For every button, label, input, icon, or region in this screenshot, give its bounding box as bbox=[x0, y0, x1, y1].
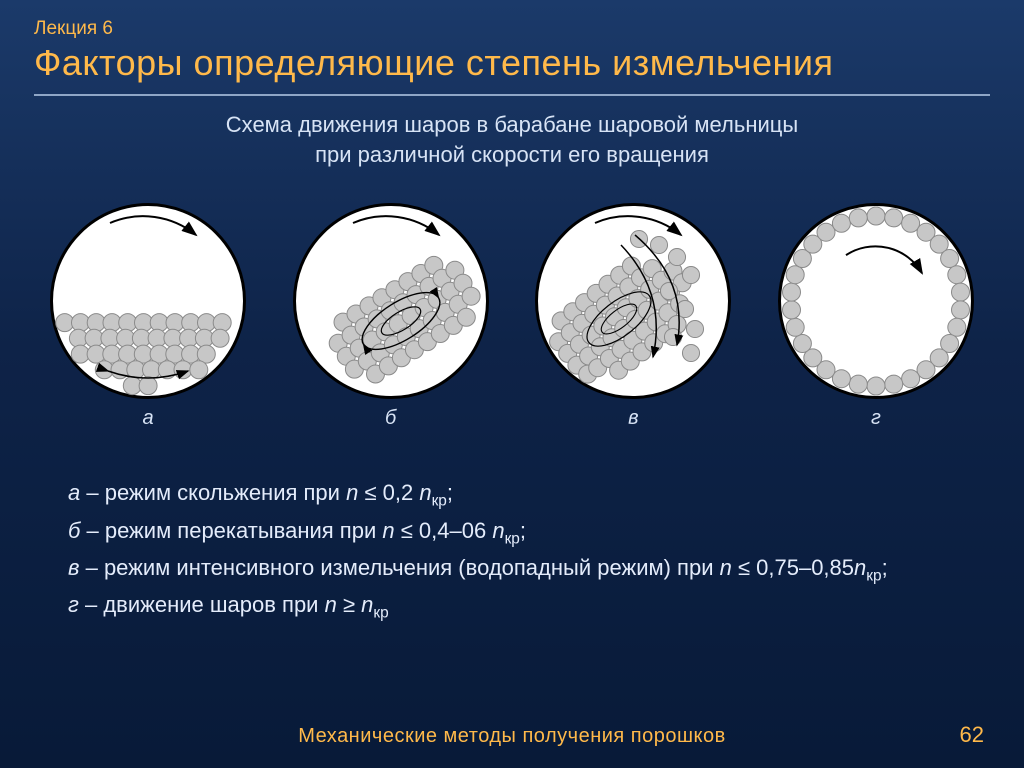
footer-text: Механические методы получения порошков bbox=[0, 725, 1024, 748]
diagram-g: г bbox=[778, 203, 974, 430]
legend-row: б – режим перекатывания при n ≤ 0,4–06 n… bbox=[68, 514, 956, 551]
diagram-v: в bbox=[535, 203, 731, 430]
legend-row: а – режим скольжения при n ≤ 0,2 nкр; bbox=[68, 476, 956, 513]
lecture-label: Лекция 6 bbox=[34, 18, 990, 40]
diagram-b: б bbox=[293, 203, 489, 430]
subtitle: Схема движения шаров в барабане шаровой … bbox=[60, 110, 964, 169]
diagram-caption: б bbox=[385, 407, 396, 430]
diagram-row: а б в г bbox=[50, 203, 974, 430]
page-title: Факторы определяющие степень измельчения bbox=[34, 42, 990, 84]
page-number: 62 bbox=[960, 722, 984, 748]
subtitle-line2: при различной скорости его вращения bbox=[315, 142, 709, 167]
diagram-caption: г bbox=[871, 407, 881, 430]
diagram-caption: а bbox=[142, 407, 153, 430]
diagram-a: а bbox=[50, 203, 246, 430]
subtitle-line1: Схема движения шаров в барабане шаровой … bbox=[226, 112, 798, 137]
diagram-caption: в bbox=[628, 407, 638, 430]
legend-row: г – движение шаров при n ≥ nкр bbox=[68, 588, 956, 625]
legend-row: в – режим интенсивного измельчения (водо… bbox=[68, 551, 956, 588]
legend: а – режим скольжения при n ≤ 0,2 nкр;б –… bbox=[68, 476, 956, 625]
title-rule bbox=[34, 94, 990, 96]
